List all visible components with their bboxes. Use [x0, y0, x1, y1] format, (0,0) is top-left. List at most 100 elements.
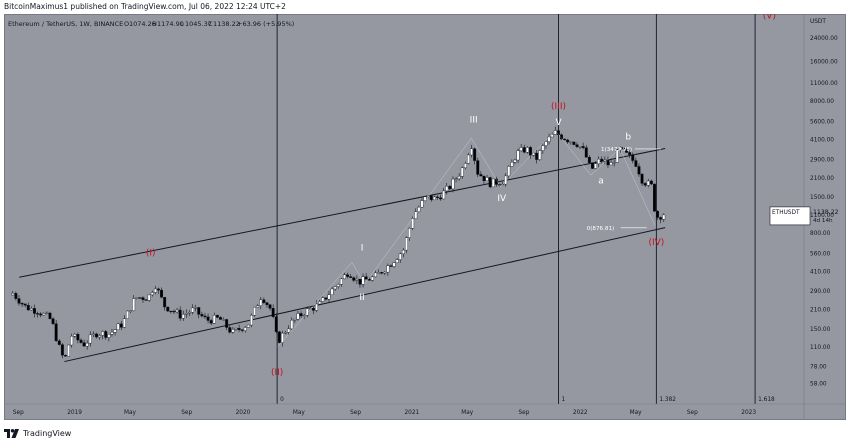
candle-body: [482, 175, 486, 181]
candle-body: [104, 331, 108, 338]
candle-body: [584, 147, 588, 158]
ohlc-value: 1074.26: [129, 20, 156, 28]
candle-body: [414, 211, 418, 220]
candle-body: [262, 299, 266, 303]
candle-body: [550, 134, 554, 138]
candle-body: [234, 328, 238, 330]
time-tick-label: 2019: [67, 410, 82, 416]
candle-body: [513, 159, 517, 163]
price-tick-label: 1500.00: [810, 195, 834, 201]
candle-body: [73, 333, 77, 337]
time-tick-label: May: [293, 410, 306, 416]
candle-body: [631, 154, 635, 161]
candle-body: [203, 315, 207, 318]
candle-body: [110, 332, 114, 335]
price-tick-label: 1100.00: [810, 213, 834, 219]
candle-body: [423, 196, 427, 201]
time-tick-label: Sep: [181, 410, 192, 416]
tradingview-logo-icon: [4, 428, 19, 438]
candle-body: [445, 185, 449, 192]
candle-body: [200, 314, 204, 317]
candle-body: [122, 318, 126, 328]
candle-body: [367, 279, 371, 281]
candle-body: [470, 148, 474, 156]
candle-body: [544, 141, 548, 146]
price-tick-label: 16000.00: [810, 59, 838, 65]
candle-body: [240, 329, 244, 331]
candle-body: [321, 297, 325, 302]
candle-body: [129, 310, 133, 312]
candle-body: [401, 249, 405, 255]
candle-body: [374, 272, 377, 278]
candle-body: [473, 148, 477, 161]
candle-body: [467, 154, 470, 164]
candle-body: [175, 309, 179, 313]
candle-body: [392, 262, 396, 267]
candlestick-chart[interactable]: 0 1 1.382 1.618 1(3477.98) 0(876.81) (I) (II)…: [4, 14, 846, 420]
candle-body: [181, 314, 185, 319]
candle-body: [519, 147, 523, 152]
candle-body: [640, 173, 644, 184]
wave-label: (III): [551, 102, 566, 112]
candle-body: [457, 176, 461, 179]
candle-body: [525, 147, 529, 153]
candle-body: [330, 288, 334, 295]
price-label-box: [769, 206, 811, 226]
time-fib-label: 1: [562, 397, 566, 403]
candle-body: [485, 177, 489, 181]
candle-body: [67, 344, 71, 357]
candle-body: [398, 253, 402, 260]
candle-body: [370, 276, 374, 281]
candle-body: [225, 319, 229, 328]
candle-body: [36, 313, 40, 315]
candle-body: [33, 308, 36, 314]
time-tick-label: Sep: [350, 410, 361, 416]
candle-body: [566, 139, 570, 143]
candle-body: [60, 344, 64, 356]
candle-body: [355, 278, 359, 281]
candle-body: [23, 303, 27, 306]
ohlc-value: 1045.37: [185, 20, 212, 28]
candle-body: [39, 313, 43, 316]
candle-body: [166, 306, 170, 312]
candle-body: [135, 297, 139, 299]
candle-body: [188, 312, 191, 314]
candle-body: [606, 159, 610, 166]
candle-body: [432, 196, 436, 201]
candle-body: [222, 319, 226, 321]
candle-body: [575, 144, 579, 147]
candle-body: [507, 166, 511, 177]
candle-body: [290, 319, 294, 330]
candle-body: [26, 305, 30, 311]
price-tick-label: 78.00: [810, 364, 827, 370]
time-tick-label: Sep: [13, 410, 24, 416]
candle-body: [628, 152, 632, 155]
price-label-value: 1138.22: [813, 209, 839, 216]
candle-body: [622, 147, 625, 150]
candle-body: [569, 141, 573, 143]
candle-body: [237, 328, 241, 330]
candle-body: [324, 297, 328, 300]
candle-body: [318, 301, 322, 305]
candle-body: [11, 293, 15, 296]
candle-body: [147, 294, 151, 301]
candle-body: [333, 286, 337, 290]
candle-body: [284, 332, 288, 334]
time-tick-label: May: [630, 410, 643, 416]
time-tick-label: 2023: [741, 410, 756, 416]
chart-frame[interactable]: [4, 14, 846, 420]
candle-body: [460, 167, 464, 177]
time-tick-label: Sep: [687, 410, 698, 416]
candle-body: [231, 329, 235, 333]
candle-body: [206, 316, 210, 321]
candle-body: [417, 206, 421, 212]
price-tick-label: 410.00: [810, 269, 831, 275]
chart-symbol-header: Ethereum / TetherUS, 1W, BINANCE: [8, 20, 123, 28]
candle-body: [327, 294, 331, 300]
wave-label: I: [361, 244, 364, 254]
candle-body: [308, 308, 312, 310]
candle-body: [79, 339, 83, 343]
candle-body: [132, 298, 136, 311]
candle-body: [600, 158, 604, 162]
candle-body: [265, 302, 269, 305]
